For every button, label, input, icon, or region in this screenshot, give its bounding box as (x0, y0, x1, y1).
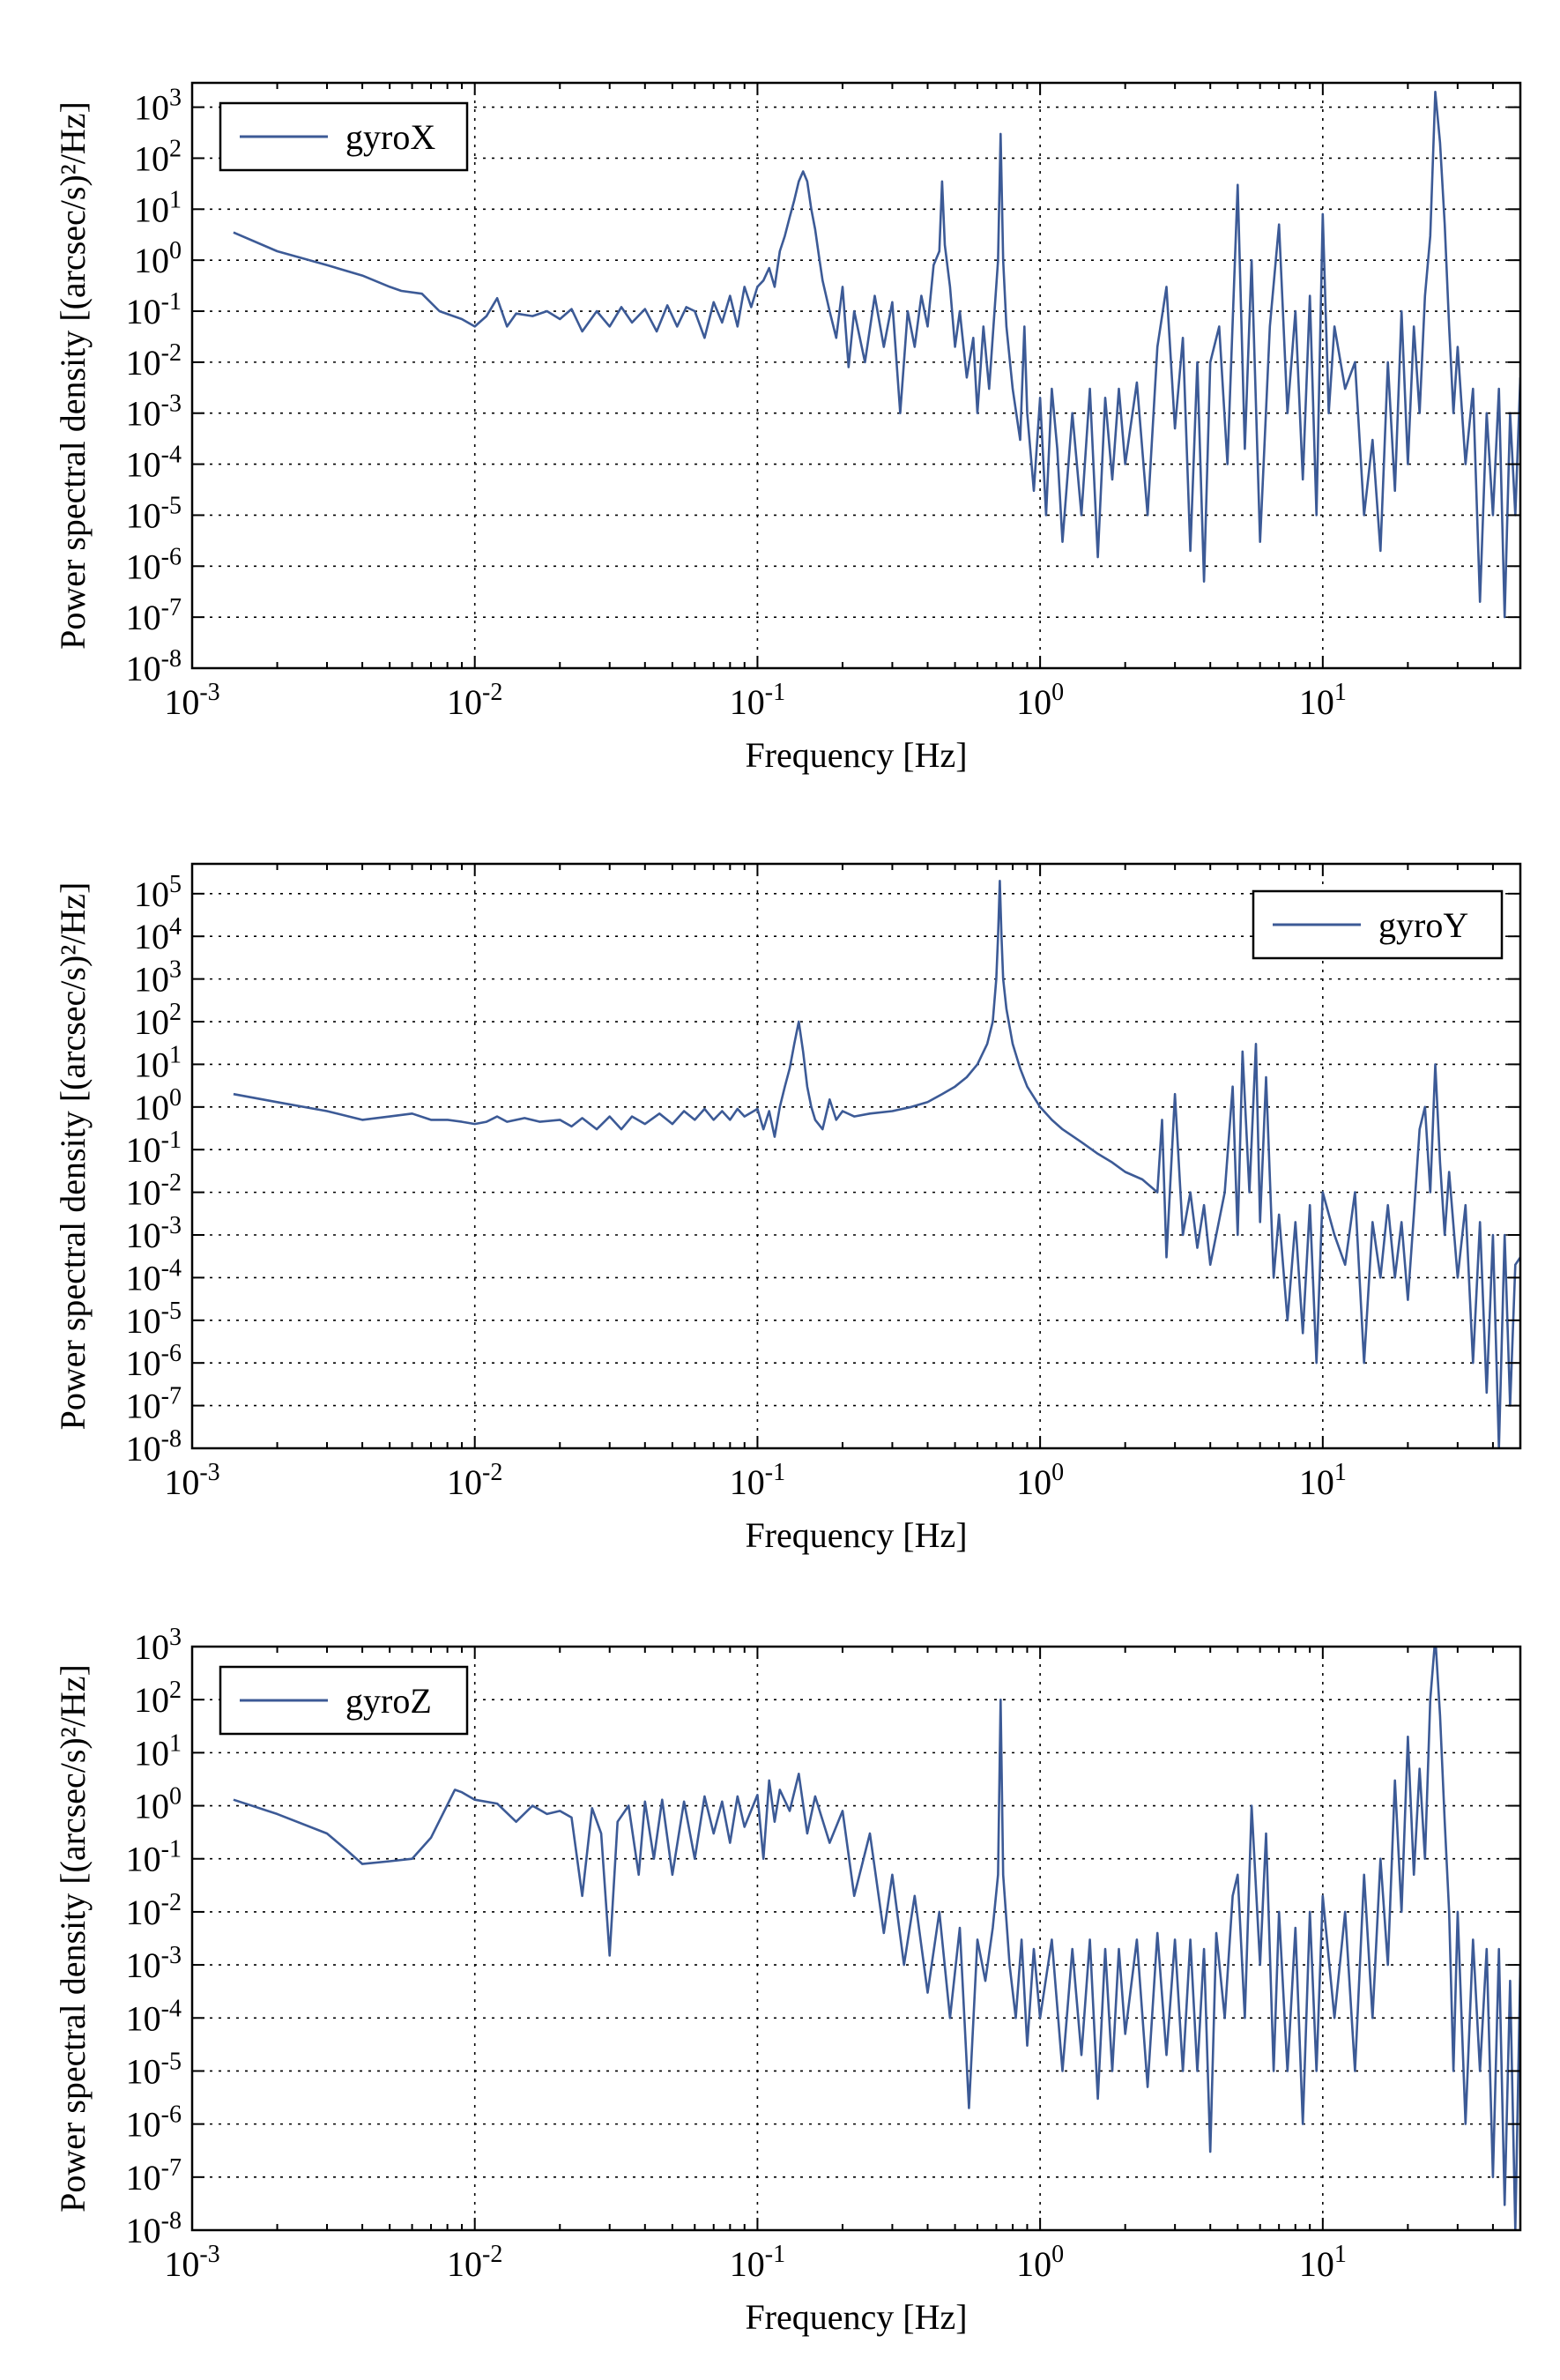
x-tick-label: 10-1 (730, 1459, 785, 1502)
y-tick-label: 10-2 (126, 1170, 182, 1213)
y-tick-label: 10-4 (126, 1995, 182, 2038)
x-tick-label: 10-2 (447, 1459, 502, 1502)
legend-label: gyroZ (345, 1681, 432, 1721)
y-tick-label: 101 (134, 1729, 182, 1773)
y-tick-label: 10-4 (126, 442, 182, 485)
y-tick-label: 10-8 (126, 2207, 182, 2250)
panel-gyroY: 10-3 10-2 10-1 100 10110-810-710-610-510-410… (53, 862, 1522, 1555)
x-tick-label: 10-3 (164, 2241, 219, 2284)
x-tick-label: 100 (1016, 679, 1064, 722)
legend: gyroY (1252, 889, 1504, 960)
y-tick-label: 100 (134, 1084, 182, 1127)
y-tick-label: 102 (134, 135, 182, 178)
x-tick-label: 10-1 (730, 679, 785, 722)
y-tick-label: 10-8 (126, 645, 182, 688)
y-tick-label: 10-5 (126, 1298, 182, 1341)
panel-gyroZ: 10-3 10-2 10-1 100 101 10-8 10-7 10-6 10-5 10-4 10… (53, 1624, 1522, 2337)
y-tick-label: 10-7 (126, 1383, 182, 1426)
x-tick-label: 10-1 (730, 2241, 785, 2284)
y-tick-label: 10-3 (126, 390, 182, 434)
y-tick-label: 10-7 (126, 2154, 182, 2198)
y-tick-label: 100 (134, 237, 182, 280)
y-tick-label: 100 (134, 1783, 182, 1826)
y-tick-label: 10-6 (126, 543, 182, 586)
y-tick-label: 10-1 (126, 288, 182, 331)
x-tick-label: 101 (1299, 2241, 1347, 2284)
y-tick-label: 10-1 (126, 1836, 182, 1879)
y-axis-label: Power spectral density [(arcsec/s)²/Hz] (53, 882, 93, 1431)
x-tick-label: 10-2 (447, 679, 502, 722)
x-tick-label: 10-3 (164, 679, 219, 722)
legend-box (1252, 889, 1504, 960)
x-axis-label: Frequency [Hz] (745, 735, 967, 775)
x-tick-label: 10-3 (164, 1459, 219, 1502)
y-tick-label: 10-3 (126, 1942, 182, 1985)
y-tick-label: 104 (134, 913, 182, 956)
x-axis-label: Frequency [Hz] (745, 1515, 967, 1555)
x-tick-label: 101 (1299, 1459, 1347, 1502)
x-axis-label: Frequency [Hz] (745, 2297, 967, 2337)
y-tick-label: 10-5 (126, 2048, 182, 2091)
legend: gyroX (219, 101, 469, 172)
y-tick-label: 10-6 (126, 1340, 182, 1383)
y-tick-label: 102 (134, 1677, 182, 1720)
y-tick-label: 10-7 (126, 594, 182, 637)
y-tick-label: 101 (134, 1041, 182, 1084)
grid-lines (192, 864, 1520, 1448)
y-tick-label: 10-2 (126, 339, 182, 383)
series-line-gyroY (233, 880, 1520, 1448)
x-tick-label: 100 (1016, 2241, 1064, 2284)
y-tick-label: 105 (134, 871, 182, 914)
y-tick-label: 103 (134, 956, 182, 1000)
y-tick-label: 10-2 (126, 1889, 182, 1932)
y-tick-label: 10-8 (126, 1425, 182, 1469)
series-line-gyroZ (233, 1647, 1520, 2230)
y-tick-label: 10-5 (126, 492, 182, 535)
y-tick-label: 103 (134, 1624, 182, 1667)
legend-label: gyroX (345, 117, 435, 157)
y-tick-label: 102 (134, 999, 182, 1042)
y-tick-label: 10-6 (126, 2101, 182, 2145)
x-tick-label: 10-2 (447, 2241, 502, 2284)
plot-frame (190, 862, 1522, 1450)
panel-gyroX: 10-3 10-2 10-1 100 101 10-8 10-7 10-6 10-5 10-4 10… (53, 81, 1522, 775)
y-tick-label: 103 (134, 85, 182, 128)
plot-frame (190, 81, 1522, 670)
series-line-gyroX (233, 90, 1520, 619)
y-tick-label: 10-3 (126, 1212, 182, 1255)
plot-frame (190, 1645, 1522, 2232)
y-axis-label: Power spectral density [(arcsec/s)²/Hz] (53, 101, 93, 650)
x-tick-label: 100 (1016, 1459, 1064, 1502)
legend: gyroZ (219, 1665, 469, 1736)
y-tick-label: 10-4 (126, 1254, 182, 1298)
y-tick-label: 101 (134, 186, 182, 229)
x-tick-label: 101 (1299, 679, 1347, 722)
legend-label: gyroY (1378, 905, 1468, 945)
y-tick-label: 10-1 (126, 1127, 182, 1170)
y-axis-label: Power spectral density [(arcsec/s)²/Hz] (53, 1664, 93, 2213)
